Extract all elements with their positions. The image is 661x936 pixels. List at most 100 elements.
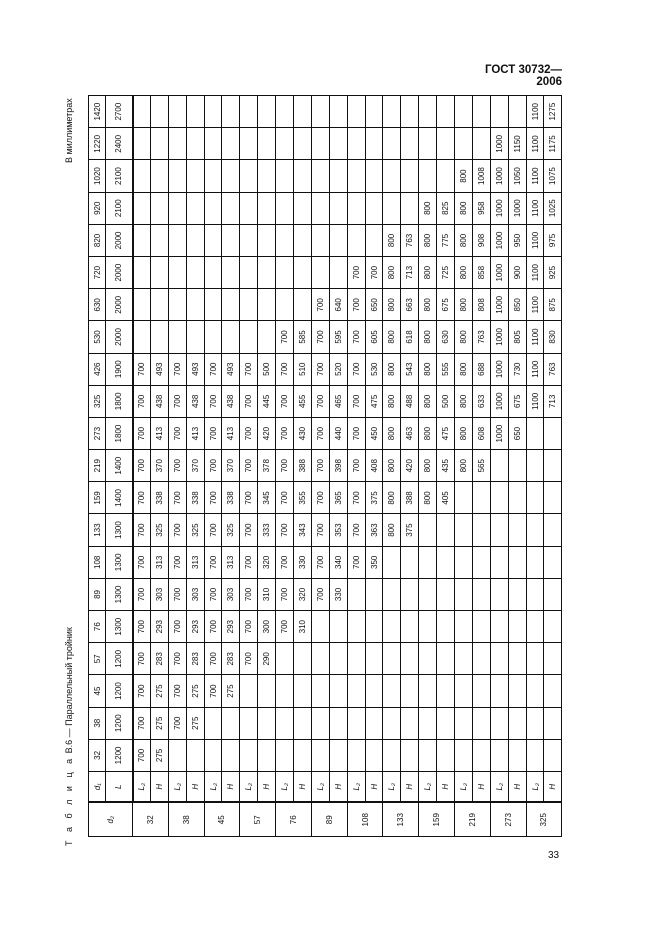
cell-H: [365, 192, 383, 225]
d1-value: 820: [88, 224, 106, 257]
cell-H: [508, 739, 527, 772]
length-value: 1400: [105, 449, 133, 482]
cell-H: 338: [150, 481, 169, 514]
cell-H: [257, 159, 276, 193]
cell-L2: [204, 320, 222, 354]
cell-H: [221, 288, 240, 321]
cell-L2: 800: [418, 256, 437, 289]
cell-H: [329, 674, 348, 708]
cell-H: [329, 256, 348, 289]
cell-L2: 1000: [490, 417, 509, 450]
cell-L2: 800: [418, 481, 437, 514]
cell-L2: [239, 95, 258, 128]
cell-L2: [526, 739, 544, 772]
cell-L2: 700: [347, 288, 366, 321]
cell-H: [543, 449, 562, 482]
cell-H: 900: [508, 256, 527, 289]
cell-H: [257, 320, 276, 354]
d2-value: 108: [347, 802, 383, 837]
cell-L2: [168, 95, 187, 128]
cell-H: 275: [150, 707, 169, 740]
cell-H: [400, 739, 419, 772]
length-value: 2000: [105, 224, 133, 257]
cell-H: [365, 610, 383, 643]
cell-H: 438: [221, 385, 240, 418]
cell-H: [293, 256, 312, 289]
cell-H: [508, 578, 527, 611]
cell-H: [543, 642, 562, 675]
cell-H: 555: [436, 353, 455, 386]
length-value: 1900: [105, 353, 133, 386]
cell-L2: [239, 256, 258, 289]
label-H: H: [543, 771, 562, 803]
cell-L2: [418, 674, 437, 708]
standard-designation: ГОСТ 30732—2006: [484, 64, 562, 88]
cell-H: [150, 95, 169, 128]
cell-H: [293, 674, 312, 708]
cell-L2: [347, 127, 366, 160]
cell-L2: [490, 707, 509, 740]
cell-H: 908: [472, 224, 491, 257]
cell-L2: 1000: [490, 288, 509, 321]
cell-H: 420: [257, 417, 276, 450]
length-value: 1800: [105, 385, 133, 418]
cell-H: 475: [436, 417, 455, 450]
length-value: 1300: [105, 546, 133, 579]
d1-value: 1220: [88, 127, 106, 160]
cell-H: [221, 707, 240, 740]
cell-H: 275: [150, 674, 169, 708]
label-H: H: [221, 771, 240, 803]
cell-L2: 1100: [526, 127, 544, 160]
cell-L2: 700: [239, 578, 258, 611]
d1-value: 1420: [88, 95, 106, 128]
cell-L2: [418, 95, 437, 128]
cell-L2: 700: [168, 514, 187, 547]
cell-H: [472, 707, 491, 740]
cell-L2: 700: [311, 449, 330, 482]
cell-L2: [490, 739, 509, 772]
cell-L2: 800: [382, 320, 401, 354]
cell-H: [221, 739, 240, 772]
cell-H: [186, 256, 205, 289]
length-value: 1800: [105, 417, 133, 450]
cell-L2: [168, 256, 187, 289]
cell-L2: 700: [132, 642, 151, 675]
cell-H: [436, 127, 455, 160]
cell-H: [543, 739, 562, 772]
cell-L2: 1000: [490, 192, 509, 225]
cell-H: [221, 127, 240, 160]
cell-L2: [168, 739, 187, 772]
cell-L2: 700: [311, 546, 330, 579]
d1-value: 325: [88, 385, 106, 418]
table-row-L2: 45 L₂ 700 700 700 700 700 700 700 700 700 700 700: [204, 95, 240, 837]
cell-L2: [490, 514, 509, 547]
cell-H: [150, 288, 169, 321]
cell-H: 338: [221, 481, 240, 514]
cell-L2: 1100: [526, 353, 544, 386]
cell-L2: [168, 288, 187, 321]
cell-H: 450: [365, 417, 383, 450]
cell-L2: 1000: [490, 320, 509, 354]
label-L2: L₂: [347, 771, 366, 803]
cell-L2: [275, 642, 294, 675]
cell-L2: [204, 256, 222, 289]
cell-L2: 800: [382, 256, 401, 289]
cell-L2: 700: [132, 610, 151, 643]
cell-L2: [275, 707, 294, 740]
cell-H: [436, 546, 455, 579]
cell-H: 413: [221, 417, 240, 450]
cell-H: 858: [472, 256, 491, 289]
cell-H: 763: [543, 353, 562, 386]
cell-H: 488: [400, 385, 419, 418]
cell-H: [400, 192, 419, 225]
table-row-L2: 219 L₂ 800 800 800 800 800 800 800 800 800 800: [454, 95, 491, 837]
length-value: 1200: [105, 707, 133, 740]
cell-L2: [526, 642, 544, 675]
d1-value: 57: [88, 642, 106, 675]
cell-L2: [275, 224, 294, 257]
cell-L2: [418, 546, 437, 579]
cell-L2: [418, 159, 437, 193]
cell-L2: 1100: [526, 192, 544, 225]
label-H: H: [400, 771, 419, 803]
cell-L2: 700: [311, 578, 330, 611]
